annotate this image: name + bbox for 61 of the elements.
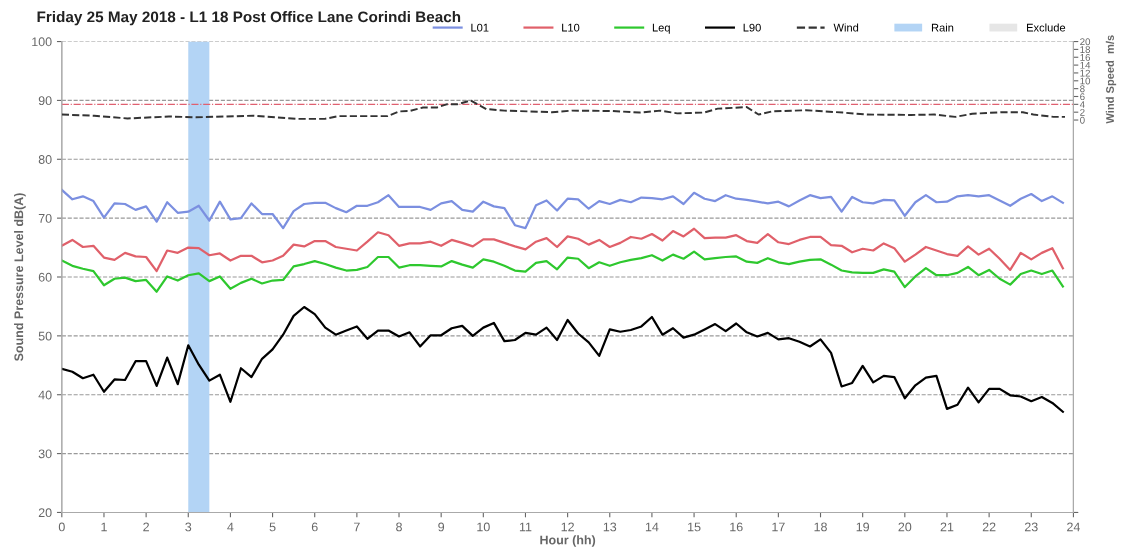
- x-tick-label: 7: [354, 522, 360, 532]
- x-tick-label: 23: [1024, 522, 1038, 532]
- legend-label: L01: [471, 23, 489, 32]
- x-tick-label: 6: [311, 522, 318, 532]
- x-tick-label: 2: [143, 522, 149, 532]
- x-tick-label: 0: [58, 522, 65, 532]
- x-tick-label: 11: [519, 522, 532, 532]
- y2-tick-label: 10: [1080, 77, 1091, 85]
- x-tick-label: 20: [898, 522, 912, 532]
- y2-tick-label: 0: [1080, 116, 1085, 124]
- x-tick-label: 4: [227, 522, 234, 532]
- x-tick-label: 8: [396, 522, 402, 532]
- y-tick-label: 90: [38, 96, 52, 106]
- line-series: [61, 99, 1066, 120]
- x-tick-label: 10: [477, 522, 490, 532]
- y-tick-label: 70: [38, 213, 52, 223]
- y-tick-label: 60: [38, 272, 52, 282]
- x-tick-label: 5: [269, 522, 276, 532]
- y-tick-label: 50: [38, 331, 52, 341]
- x-tick-label: 21: [940, 522, 954, 532]
- legend-label: L10: [562, 23, 580, 32]
- y-tick-label: 80: [38, 155, 52, 164]
- x-tick-label: 3: [185, 522, 192, 532]
- line-series: [61, 305, 1064, 413]
- y-tick-label: 100: [32, 37, 52, 47]
- x-tick-label: 12: [561, 522, 574, 532]
- line-series: [61, 250, 1064, 293]
- y2-tick-label: 8: [1080, 85, 1085, 93]
- y-tick-label: 40: [38, 390, 52, 400]
- line-series: [61, 188, 1064, 230]
- y-tick-label: 30: [38, 449, 52, 459]
- y2-tick-label: 18: [1080, 46, 1091, 54]
- line-series: [61, 227, 1064, 273]
- legend-label: Wind: [833, 23, 859, 32]
- x-tick-label: 13: [603, 522, 617, 532]
- legend-label: Exclude: [1027, 23, 1066, 32]
- y-tick-label: 20: [38, 508, 52, 518]
- x-tick-label: 18: [814, 522, 827, 532]
- x-axis-title: Hour (hh): [540, 535, 596, 547]
- y2-tick-label: 12: [1080, 69, 1090, 77]
- x-tick-label: 9: [438, 522, 445, 532]
- y2-axis-title: Wind Speed m/s: [1105, 35, 1117, 124]
- x-tick-label: 16: [730, 522, 743, 532]
- legend-label: L90: [743, 23, 761, 32]
- x-tick-label: 22: [982, 522, 996, 532]
- x-tick-label: 19: [856, 522, 870, 532]
- legend-label: Rain: [931, 23, 954, 32]
- y2-tick-label: 4: [1079, 101, 1085, 108]
- y2-tick-label: 20: [1080, 38, 1091, 46]
- legend-label: Leq: [652, 23, 670, 34]
- y-axis-title: Sound Pressure Level dB(A): [14, 193, 26, 362]
- x-tick-label: 14: [645, 522, 659, 532]
- x-tick-label: 1: [101, 522, 107, 532]
- chart-title: Friday 25 May 2018 - L1 18 Post Office Lane Corindi Beach: [37, 11, 461, 26]
- x-tick-label: 24: [1067, 522, 1081, 532]
- y2-tick-label: 6: [1080, 93, 1085, 101]
- y2-tick-label: 14: [1080, 61, 1091, 69]
- x-tick-label: 15: [688, 522, 701, 532]
- y2-tick-label: 2: [1080, 108, 1085, 116]
- x-tick-label: 17: [772, 522, 785, 532]
- y2-tick-label: 16: [1080, 53, 1091, 61]
